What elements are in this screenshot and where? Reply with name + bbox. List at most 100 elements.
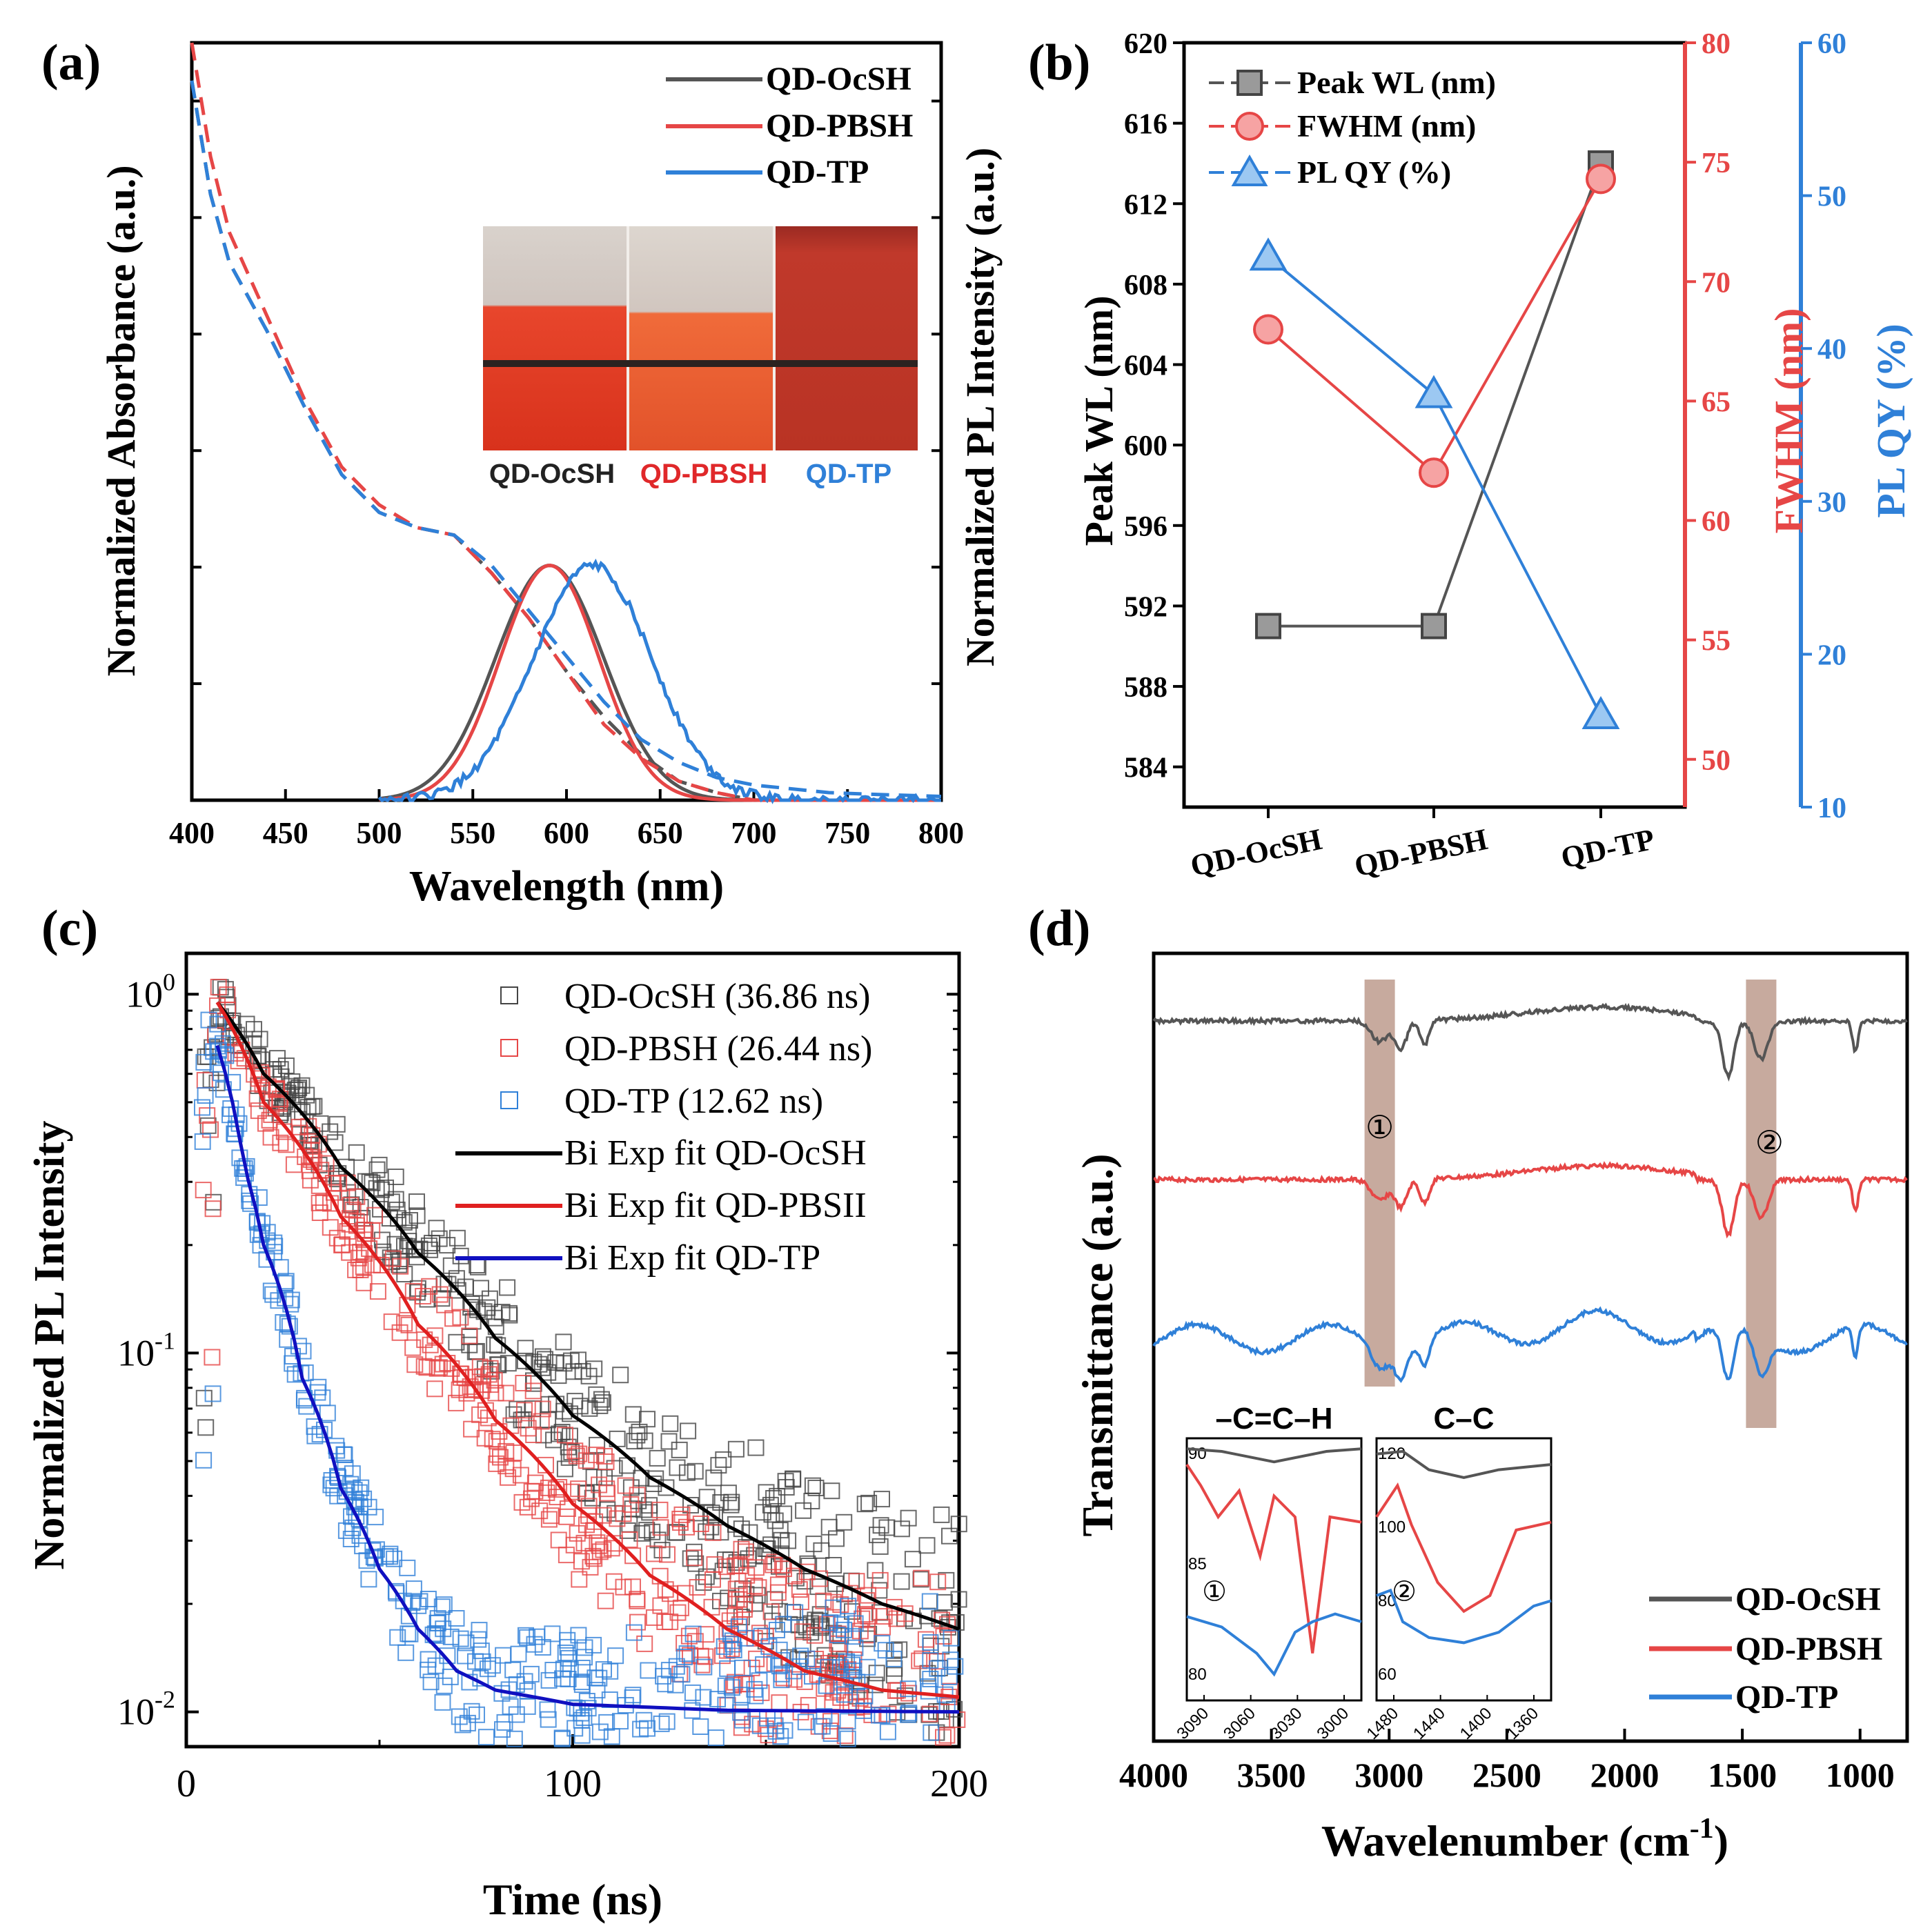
decay-point-QD-TP (859, 1658, 876, 1676)
decay-point-QD-TP (560, 1649, 577, 1667)
x-tick-label: 400 (169, 816, 215, 850)
decay-point-QD-OcSH (712, 1592, 729, 1609)
decay-point-QD-TP (667, 1676, 684, 1694)
decay-point-QD-OcSH (813, 1617, 830, 1634)
decay-point-QD-PBSH (938, 1727, 956, 1744)
decay-point-QD-TP (591, 1723, 609, 1740)
decay-point-QD-TP (200, 1011, 217, 1029)
decay-point-QD-OcSH (540, 1411, 557, 1429)
decay-point-QD-PBSH (565, 1536, 582, 1553)
decay-point-QD-TP (557, 1645, 574, 1661)
decay-point-QD-PBSH (570, 1480, 587, 1498)
decay-point-QD-TP (314, 1389, 331, 1407)
decay-point-QD-OcSH (626, 1433, 643, 1450)
decay-point-QD-PBSH (606, 1535, 623, 1552)
decay-point-QD-TP (477, 1729, 495, 1746)
vial-marker-line (483, 360, 918, 367)
decay-point-QD-PBSH (453, 1365, 470, 1382)
y-tick-label-left: 600 (1124, 430, 1167, 462)
decay-point-QD-OcSH (329, 1171, 346, 1188)
x-tick-label: 750 (825, 816, 870, 850)
decay-point-QD-TP (696, 1658, 713, 1676)
decay-point-QD-OcSH (804, 1477, 821, 1494)
x-tick-label: 2500 (1472, 1756, 1541, 1794)
decay-point-QD-PBSH (571, 1571, 588, 1588)
decay-point-QD-OcSH (710, 1457, 727, 1474)
decay-point-QD-TP (194, 1099, 210, 1116)
panel-b-ylabel-plqy: PL QY (%) (1869, 324, 1913, 517)
peakwl-point (1421, 613, 1447, 639)
decay-point-QD-OcSH (586, 1360, 603, 1378)
decay-point-QD-TP (442, 1668, 459, 1685)
y-tick-label-fwhm: 70 (1702, 267, 1731, 299)
decay-point-QD-OcSH (920, 1706, 938, 1723)
decay-point-QD-TP (684, 1625, 702, 1642)
legend-text-peakwl: Peak WL (nm) (1297, 65, 1496, 100)
decay-point-QD-TP (719, 1660, 736, 1677)
decay-point-QD-TP (570, 1627, 587, 1644)
decay-point-QD-OcSH (619, 1522, 636, 1539)
decay-point-QD-PBSH (302, 1151, 319, 1168)
vial-qd-pbsh (629, 226, 773, 450)
decay-point-QD-PBSH (549, 1489, 566, 1506)
panel-d-xlabel-main: Wavelenumber (cm (1321, 1816, 1690, 1865)
decay-point-QD-TP (879, 1723, 896, 1740)
decay-point-QD-TP (473, 1642, 490, 1660)
decay-point-QD-PBSH (497, 1384, 515, 1402)
decay-point-QD-OcSH (386, 1235, 404, 1253)
decay-point-QD-TP (573, 1660, 591, 1676)
y-tick-label-plqy: 50 (1817, 181, 1846, 213)
legend-text-fit: Bi Exp fit QD-TP (564, 1238, 820, 1278)
y-tick-label-fwhm: 80 (1702, 28, 1731, 60)
decay-point-QD-OcSH (591, 1397, 609, 1414)
pl-curve-QD-TP (377, 558, 941, 804)
decay-point-QD-TP (737, 1629, 754, 1647)
decay-point-QD-PBSH (692, 1647, 709, 1665)
decay-point-QD-TP (467, 1653, 484, 1670)
decay-point-QD-TP (249, 1226, 266, 1243)
decay-point-QD-OcSH (660, 1433, 678, 1450)
decay-point-QD-TP (640, 1662, 657, 1679)
decay-point-QD-TP (522, 1665, 540, 1682)
x-tick-label: QD-OcSH (1187, 822, 1325, 883)
decay-point-QD-TP (695, 1689, 712, 1706)
y-tick-base: 10 (117, 1691, 155, 1733)
decay-point-QD-TP (798, 1650, 816, 1667)
decay-point-QD-TP (457, 1647, 474, 1665)
y-tick-label-plqy: 30 (1817, 487, 1846, 519)
decay-point-QD-OcSH (501, 1307, 518, 1324)
fwhm-point (1586, 163, 1616, 195)
decay-point-QD-TP (519, 1682, 536, 1700)
decay-point-QD-OcSH (593, 1391, 610, 1408)
x-tick-label: 0 (177, 1763, 196, 1805)
y-tick-label: 10-1 (117, 1327, 175, 1373)
decay-point-QD-PBSH (257, 1115, 274, 1132)
decay-point-QD-PBSH (426, 1380, 444, 1398)
decay-point-QD-TP (420, 1651, 437, 1668)
decay-point-QD-PBSH (794, 1623, 811, 1640)
decay-point-QD-OcSH (433, 1290, 451, 1307)
x-tick-label: 4000 (1119, 1756, 1188, 1794)
decay-point-QD-OcSH (649, 1531, 667, 1549)
decay-point-QD-PBSH (738, 1567, 756, 1584)
decay-point-QD-TP (399, 1559, 416, 1576)
decay-point-QD-PBSH (311, 1204, 328, 1221)
decay-point-QD-PBSH (806, 1627, 823, 1644)
decay-point-QD-PBSH (342, 1197, 359, 1214)
ftir-spectrum-QD-OcSH (1152, 1002, 1908, 1082)
decay-point-QD-PBSH (534, 1400, 551, 1418)
decay-point-QD-OcSH (900, 1509, 917, 1527)
decay-point-QD-TP (221, 1106, 238, 1124)
decay-point-QD-TP (213, 1064, 229, 1082)
decay-point-QD-PBSH (624, 1578, 641, 1596)
decay-point-QD-OcSH (794, 1636, 811, 1654)
decay-point-QD-OcSH (707, 1507, 723, 1524)
decay-point-QD-TP (816, 1708, 833, 1725)
decay-point-QD-OcSH (533, 1359, 551, 1376)
decay-point-QD-TP (658, 1713, 676, 1730)
decay-point-QD-TP (435, 1620, 452, 1638)
y-tick-label: 100 (126, 968, 175, 1015)
fwhm-point (1253, 314, 1283, 345)
decay-point-QD-OcSH (705, 1469, 722, 1487)
